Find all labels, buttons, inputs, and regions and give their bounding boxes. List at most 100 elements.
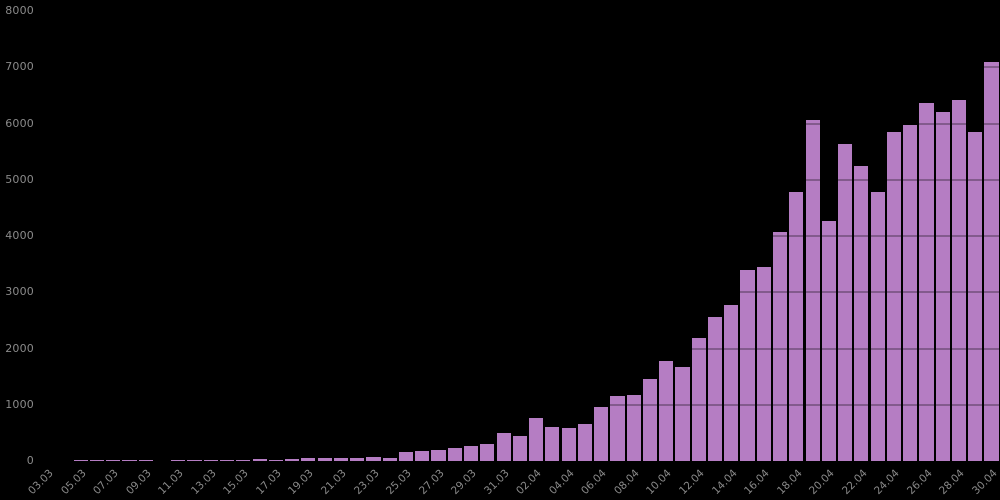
bar-slot	[495, 11, 511, 461]
bar-07.03	[106, 460, 121, 461]
bar-slot	[186, 11, 202, 461]
bar-08.04	[626, 394, 641, 461]
bar-05.03	[73, 460, 88, 461]
bar-slot	[382, 11, 398, 461]
bar-17.04	[773, 232, 788, 461]
bar-15.04	[740, 270, 755, 461]
bar-slot	[447, 11, 463, 461]
bar-slot	[707, 11, 723, 461]
bar-slot	[853, 11, 869, 461]
bar-slot	[430, 11, 446, 461]
bar-slot	[804, 11, 820, 461]
bar-06.04	[594, 407, 609, 461]
bar-slot	[788, 11, 804, 461]
bar-02.04	[529, 417, 544, 461]
bar-31.03	[496, 432, 511, 461]
y-tick-label-1000: 1000	[5, 397, 34, 411]
bar-22.04	[854, 166, 869, 461]
bar-slot	[918, 11, 934, 461]
bar-18.03	[285, 459, 300, 461]
bar-slot	[463, 11, 479, 461]
bar-slot	[317, 11, 333, 461]
bar-slot	[203, 11, 219, 461]
y-tick-label-2000: 2000	[5, 341, 34, 355]
bar-11.04	[675, 367, 690, 461]
bar-slot	[235, 11, 251, 461]
bar-05.04	[577, 424, 592, 461]
bar-slot	[251, 11, 267, 461]
y-tick-label-0: 0	[26, 454, 34, 467]
bar-26.04	[919, 103, 934, 461]
x-axis: 03.03 05.03 07.03 09.03 11.03 13.03 15.03 17.03…	[26, 461, 1000, 500]
bar-19.04	[805, 120, 820, 461]
bar-20.04	[821, 220, 836, 461]
bar-15.03	[236, 460, 251, 461]
bar-slot	[951, 11, 967, 461]
bar-slot	[268, 11, 284, 461]
bar-slot	[577, 11, 593, 461]
bar-13.04	[707, 317, 723, 461]
bar-slot	[219, 11, 235, 461]
bar-slot	[365, 11, 381, 461]
bar-slot	[821, 11, 837, 461]
bar-27.03	[431, 449, 446, 461]
bar-29.03	[463, 445, 479, 461]
bar-slot	[40, 11, 56, 461]
bar-04.04	[561, 428, 576, 461]
bar-24.04	[886, 132, 902, 461]
bar-28.04	[951, 100, 967, 461]
bar-14.03	[219, 460, 235, 461]
bar-slot	[723, 11, 739, 461]
y-tick-label-8000: 8000	[5, 4, 34, 17]
bar-slot	[609, 11, 625, 461]
bar-24.03	[382, 457, 397, 461]
bar-09.03	[138, 460, 153, 461]
bar-slot	[138, 11, 154, 461]
bar-26.03	[415, 450, 430, 461]
bar-slot	[561, 11, 577, 461]
bar-slot	[593, 11, 609, 461]
bar-25.03	[398, 451, 414, 461]
bar-19.03	[301, 458, 316, 461]
bar-slot	[56, 11, 72, 461]
bar-17.03	[268, 459, 283, 461]
y-tick-label-5000: 5000	[5, 172, 34, 186]
bar-slot	[674, 11, 690, 461]
bar-slot	[739, 11, 755, 461]
bar-slot	[870, 11, 886, 461]
bar-slot	[886, 11, 902, 461]
plot-area	[40, 10, 1000, 461]
y-tick-label-6000: 6000	[5, 116, 34, 130]
bar-11.03	[171, 460, 186, 461]
y-axis: 0 1000 2000 3000 4000 5000 6000 7000 8000	[0, 0, 36, 500]
bar-slot	[544, 11, 560, 461]
bar-06.03	[89, 460, 104, 461]
bar-12.03	[187, 460, 202, 461]
bar-slot	[105, 11, 121, 461]
bar-slot	[284, 11, 300, 461]
bar-01.04	[512, 436, 527, 461]
bar-08.03	[122, 460, 137, 461]
bar-slot	[772, 11, 788, 461]
bar-10.04	[659, 360, 674, 461]
bar-slot	[89, 11, 105, 461]
bar-slot	[73, 11, 89, 461]
bar-03.04	[545, 427, 560, 461]
bar-21.03	[333, 458, 348, 461]
bar-slot	[756, 11, 772, 461]
bar-25.04	[903, 125, 918, 461]
bar-21.04	[838, 143, 853, 461]
bars-container	[40, 11, 1000, 461]
bar-slot	[658, 11, 674, 461]
bar-slot	[349, 11, 365, 461]
bar-09.04	[642, 378, 658, 461]
bar-22.03	[350, 457, 365, 461]
bar-slot	[300, 11, 316, 461]
bar-slot	[121, 11, 137, 461]
bar-slot	[983, 11, 999, 461]
bar-29.04	[968, 132, 983, 461]
bar-slot	[414, 11, 430, 461]
bar-16.04	[756, 267, 771, 461]
bar-slot	[902, 11, 918, 461]
